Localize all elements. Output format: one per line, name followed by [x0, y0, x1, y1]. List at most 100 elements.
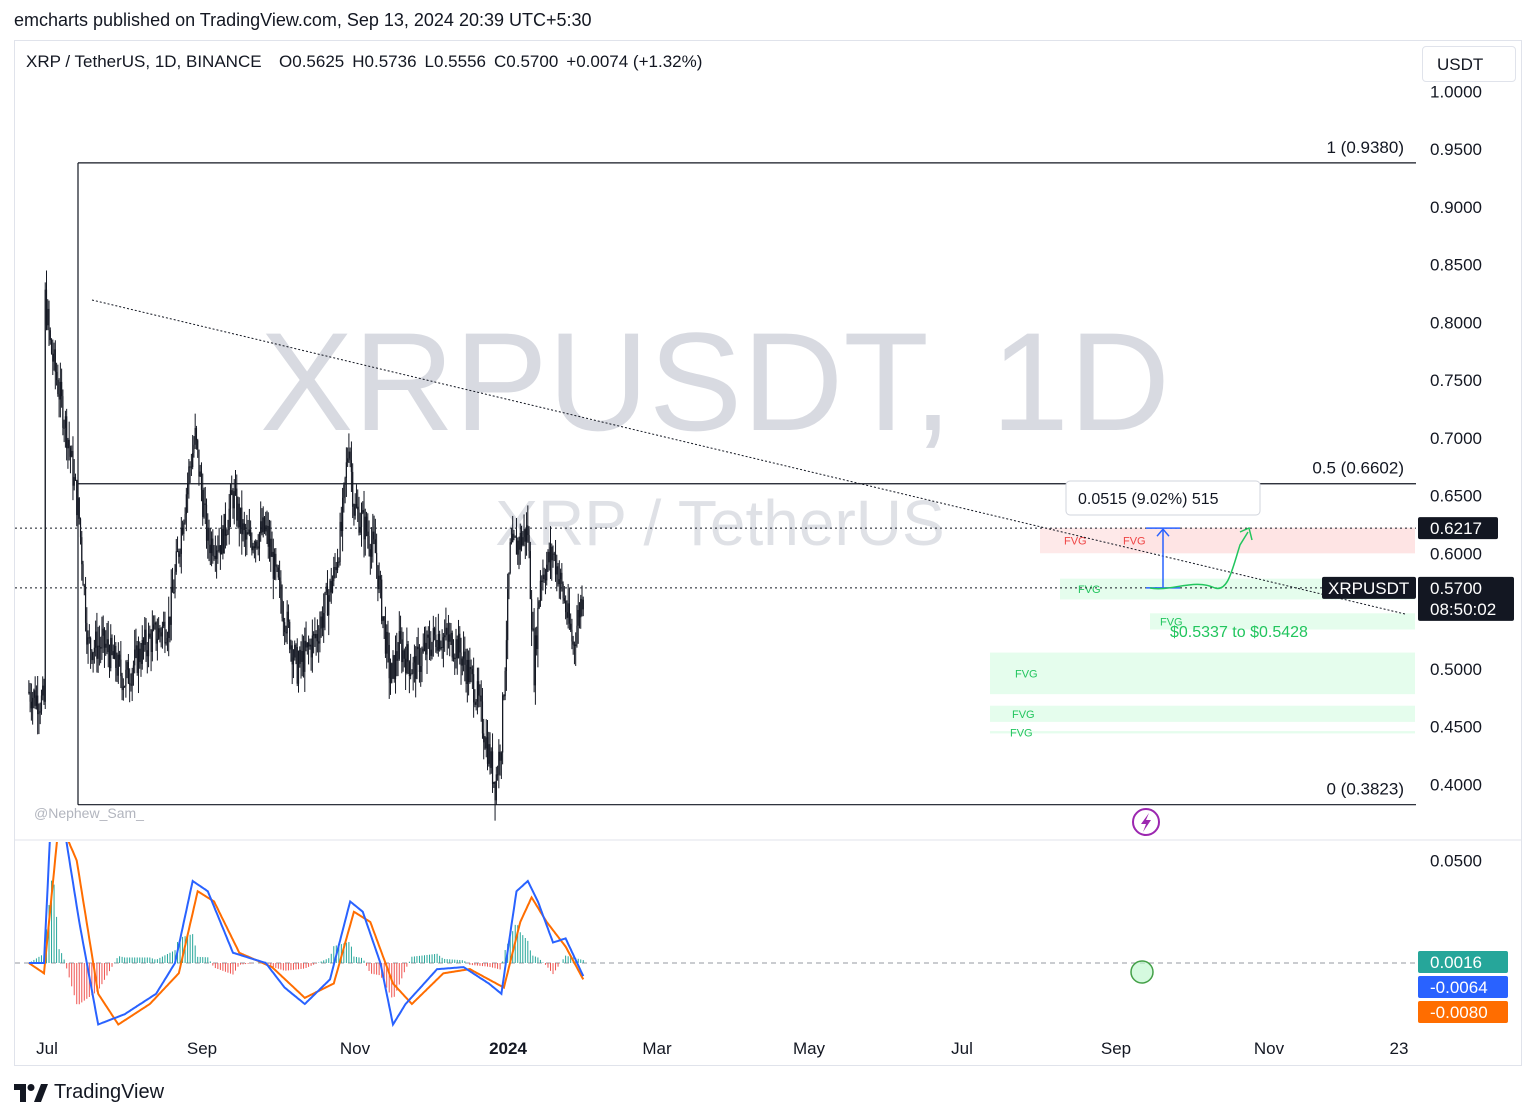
candle-body	[116, 667, 118, 676]
candle-body	[423, 642, 426, 649]
candle-body	[461, 658, 463, 666]
candle-body	[113, 645, 116, 659]
crossover-marker	[1130, 960, 1154, 984]
candle-body	[331, 581, 334, 593]
candles	[28, 270, 584, 821]
candle-body	[262, 517, 264, 533]
candle-body	[159, 628, 161, 633]
candle-body	[83, 585, 85, 587]
candle-body	[399, 631, 402, 640]
candle-body	[255, 541, 257, 549]
candle-body	[481, 701, 484, 734]
price-axis[interactable]: 1.0000 0.9500 0.9000 0.8500 0.8000 0.7500 0.70…	[1430, 82, 1482, 794]
candle-body	[34, 690, 36, 706]
candle-body	[551, 546, 553, 561]
candle-body	[294, 645, 296, 658]
candle-body	[296, 646, 298, 684]
candle-body	[370, 544, 373, 557]
candle-body	[563, 598, 565, 601]
candle-body	[333, 567, 335, 582]
candle-body	[532, 628, 534, 630]
candle-body	[149, 633, 151, 637]
macd-axis[interactable]: 0.0500 0.0016 -0.0064 -0.0080	[1418, 852, 1508, 1024]
candle-body	[218, 545, 220, 551]
candle-body	[127, 662, 129, 684]
candle-body	[401, 639, 403, 663]
candle-body	[246, 532, 248, 540]
candle-body	[281, 599, 283, 619]
candle-body	[204, 503, 206, 505]
candle-body	[483, 733, 485, 743]
time-axis-label: Mar	[642, 1039, 672, 1058]
candle-body	[214, 555, 216, 559]
candle-body	[515, 536, 518, 555]
time-axis[interactable]: Jul Sep Nov 2024 Mar May Jul Sep Nov 23	[36, 1039, 1408, 1058]
candle-body	[100, 647, 102, 649]
price-tags: 0.6217 XRPUSDT 0.5700 08:50:02	[1322, 517, 1514, 621]
candle-body	[251, 539, 253, 551]
symbol-info[interactable]: XRP / TetherUS, 1D, BINANCE O0.5625 H0.57…	[26, 52, 710, 72]
candle-body	[475, 701, 477, 705]
candle-body	[79, 518, 82, 538]
candle-body	[394, 651, 397, 680]
candle-body	[462, 651, 465, 659]
symbol-watermark: XRPUSDT, 1D	[260, 303, 1170, 460]
candle-body	[271, 551, 273, 557]
candle-body	[558, 579, 560, 585]
macd-axis-label: 0.0500	[1430, 852, 1482, 871]
candle-body	[124, 686, 126, 688]
candle-body	[50, 340, 53, 354]
candle-body	[386, 631, 388, 654]
price-axis-label: 0.6500	[1430, 487, 1482, 506]
tradingview-logo[interactable]: TradingView	[14, 1081, 164, 1104]
candle-body	[300, 649, 302, 662]
candle-body	[221, 528, 223, 555]
candle-body	[445, 627, 447, 636]
candle-body	[432, 628, 434, 643]
candle-body	[340, 521, 342, 531]
price-axis-label: 0.7000	[1430, 429, 1482, 448]
candle-body	[343, 484, 345, 498]
candle-body	[576, 625, 578, 645]
candle-body	[101, 635, 103, 649]
candle-body	[365, 516, 368, 532]
candle-body	[49, 330, 51, 341]
candle-body	[199, 471, 201, 477]
candle-body	[90, 638, 92, 651]
candle-body	[260, 521, 262, 534]
candle-body	[91, 650, 93, 661]
candle-body	[478, 681, 480, 696]
candle-body	[504, 670, 506, 697]
candle-body	[523, 529, 525, 538]
candle-body	[97, 645, 99, 659]
candle-body	[268, 538, 271, 547]
candle-body	[170, 586, 172, 625]
candle-body	[539, 580, 542, 602]
candle-body	[428, 637, 431, 650]
candle-body	[96, 631, 98, 659]
candle-body	[517, 540, 519, 555]
currency-button[interactable]: USDT	[1422, 46, 1516, 82]
price-axis-label: 0.4500	[1430, 718, 1482, 737]
candle-body	[45, 289, 48, 326]
candle-body	[265, 525, 267, 532]
candle-body	[578, 609, 581, 618]
candle-body	[53, 349, 55, 362]
candle-body	[493, 781, 495, 784]
time-axis-label: 2024	[489, 1039, 527, 1058]
candle-body	[216, 550, 218, 559]
fvg-label: FVG	[1012, 709, 1035, 721]
candle-body	[112, 651, 114, 659]
candle-body	[441, 647, 443, 649]
candle-body	[266, 525, 268, 527]
candle-body	[120, 659, 122, 677]
candle-body	[358, 509, 360, 533]
candle-body	[295, 645, 297, 647]
candle-body	[338, 561, 340, 563]
candle-body	[444, 635, 446, 638]
candle-body	[319, 628, 321, 644]
candle-body	[320, 616, 322, 629]
candle-body	[175, 551, 177, 572]
candle-body	[488, 744, 490, 764]
